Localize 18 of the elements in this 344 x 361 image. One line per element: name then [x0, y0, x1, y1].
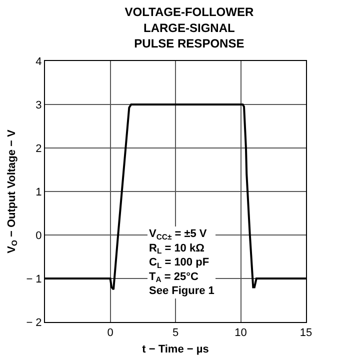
y-tick-label: 2: [36, 142, 42, 155]
y-tick-label: − 1: [26, 273, 42, 286]
y-tick-label: 4: [36, 56, 42, 68]
x-tick-label: 5: [172, 327, 179, 340]
annotation: T$_{A}$ = 25°C: [149, 270, 198, 284]
y-tick-label: 0: [36, 230, 42, 242]
y-tick-label: 3: [36, 99, 42, 112]
x-tick-label: 10: [234, 327, 247, 340]
annotation: C$_{L}$ = 100 pF: [149, 256, 210, 270]
annotation: See Figure 1: [149, 285, 214, 298]
annotation: R$_{L}$ = 10 kΩ: [149, 242, 205, 256]
chart-title: VOLTAGE-FOLLOWER LARGE-SIGNAL PULSE RESPONSE: [124, 5, 254, 50]
x-axis-title: t − Time − µs: [142, 343, 209, 356]
x-tick-label: 15: [300, 327, 312, 340]
x-tick-label: 0: [107, 327, 114, 340]
y-tick-label: 1: [36, 186, 42, 198]
annotation: V$_{CC±}$ = ±5 V: [149, 228, 208, 242]
y-tick-label: − 2: [26, 316, 42, 329]
